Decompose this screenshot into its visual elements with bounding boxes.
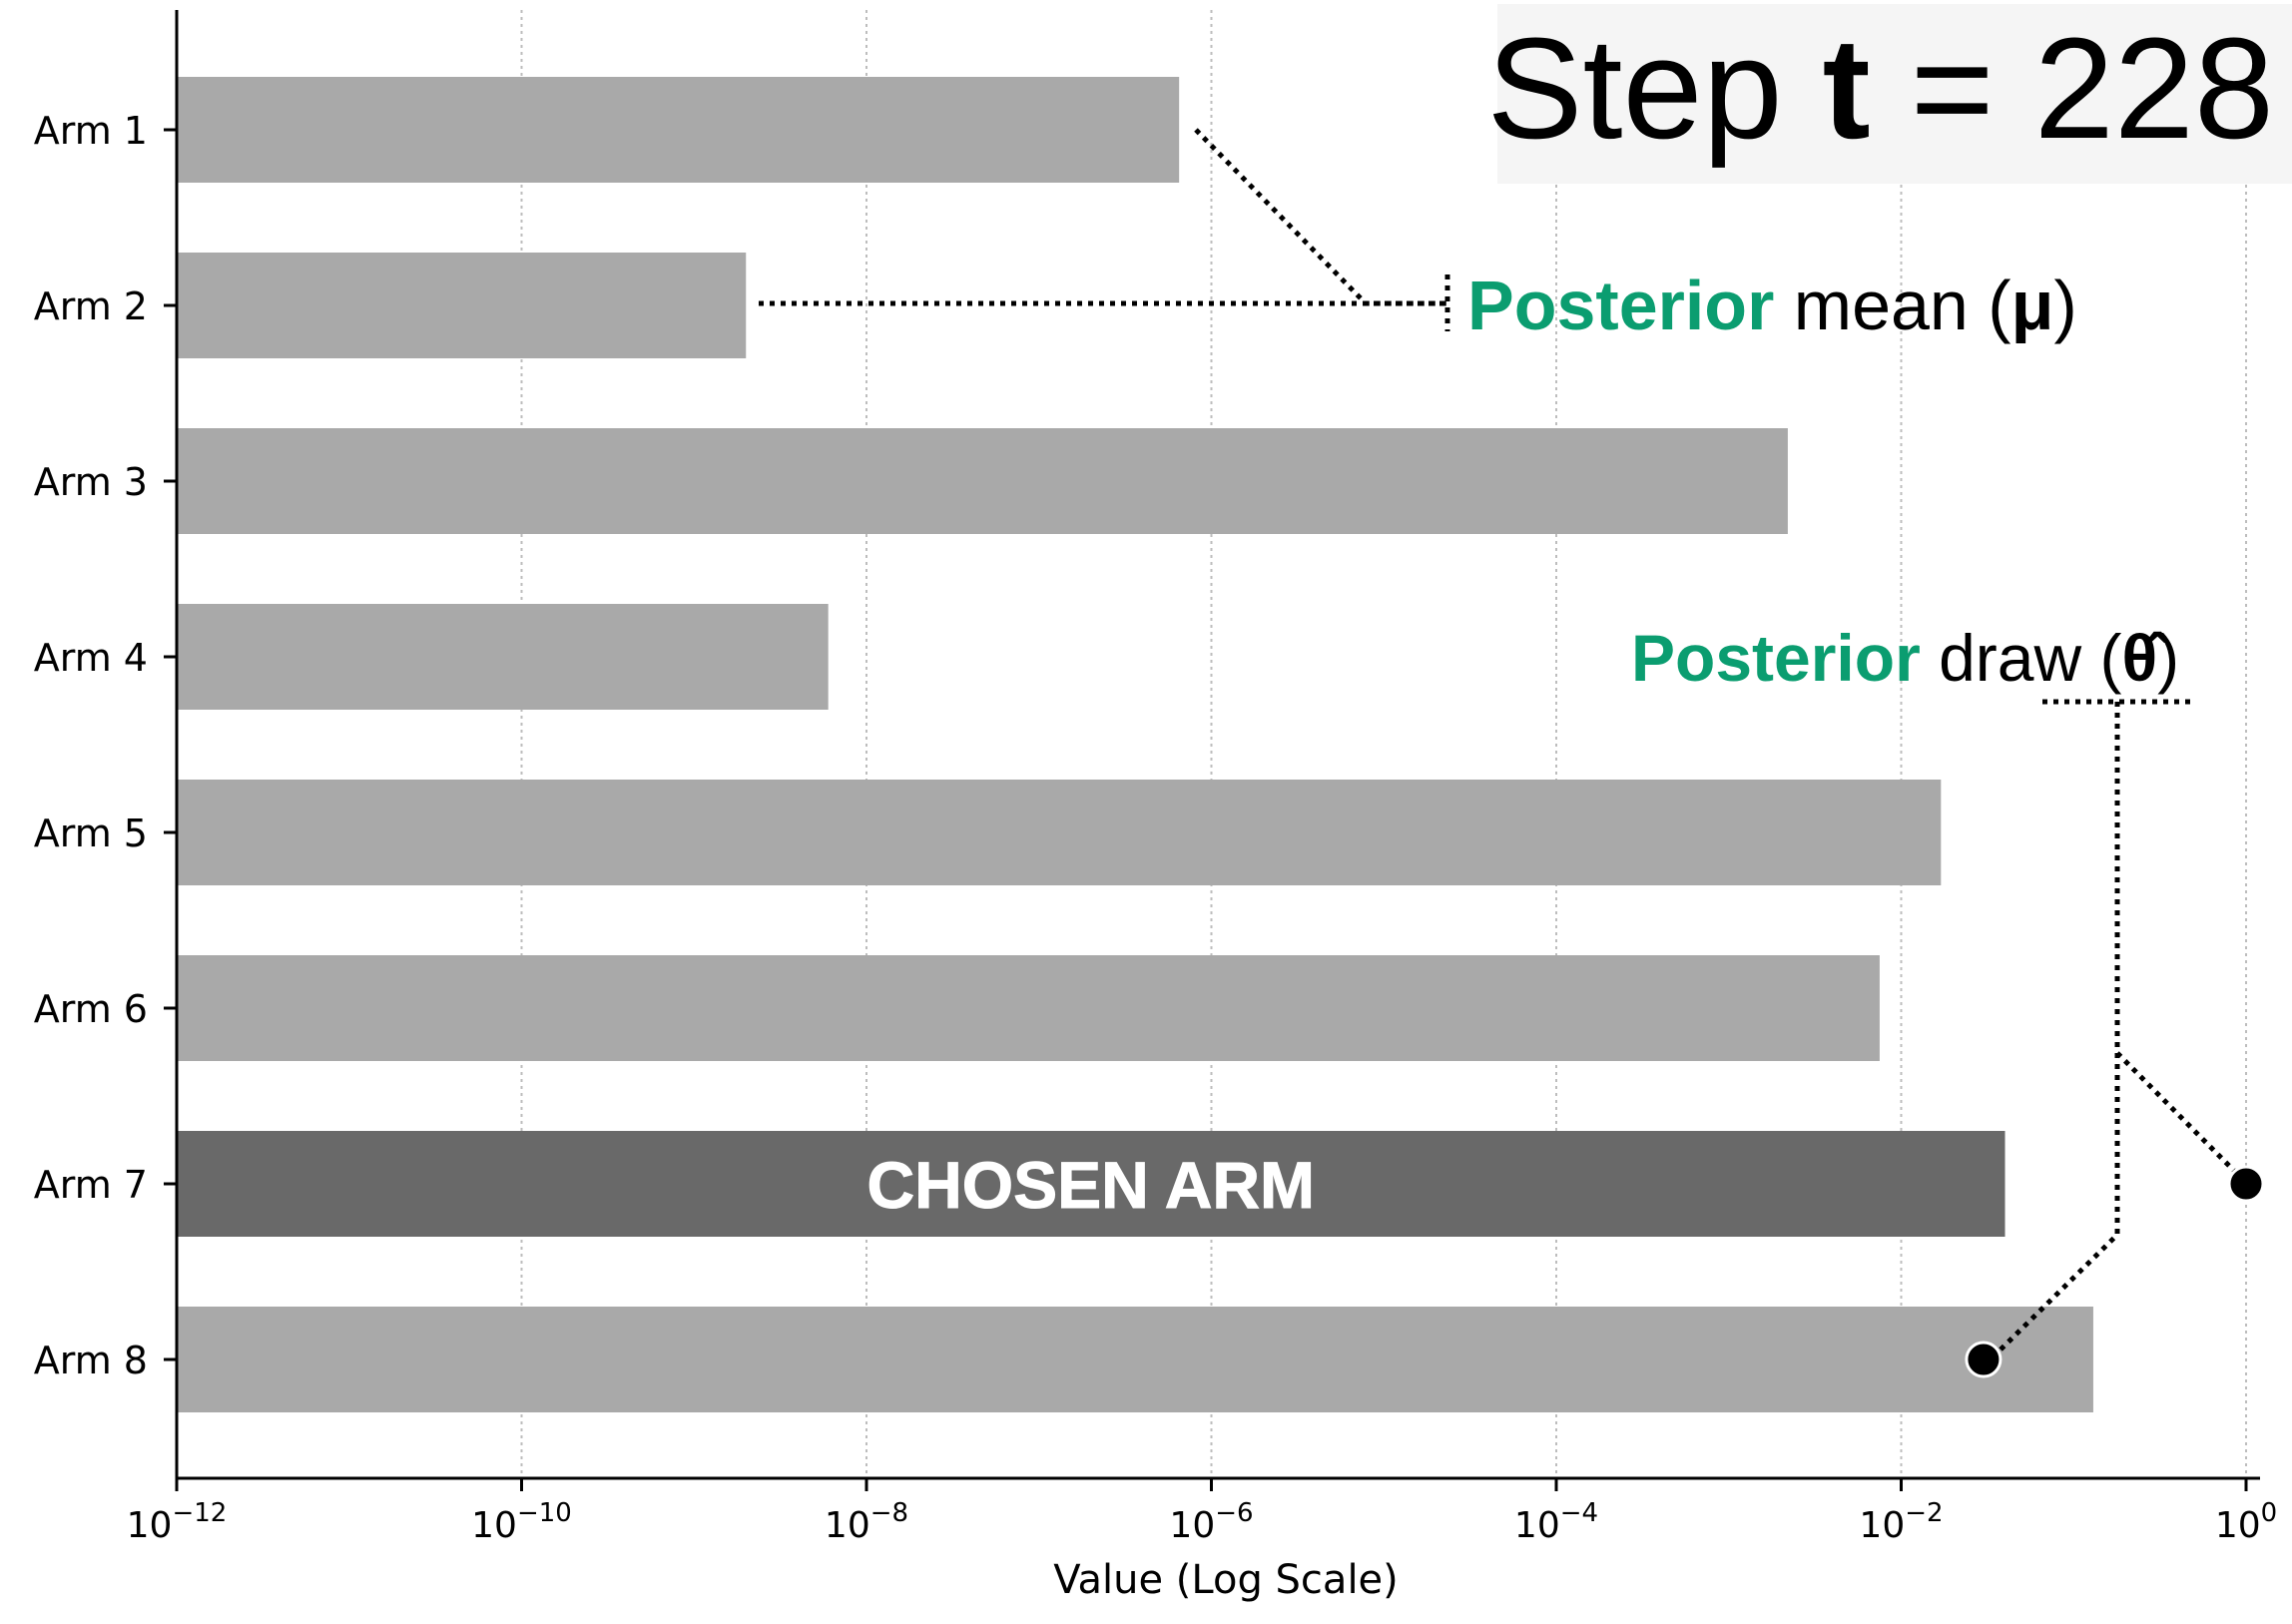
- mean-label-text: mean (: [1774, 267, 2010, 344]
- x-tick-labels: 10−12 10−10 10−8 10−6 10−4 10−2 100: [127, 1478, 2277, 1546]
- draw-leader-arm8: [1993, 1053, 2120, 1357]
- grid-lines: [520, 10, 2247, 1478]
- x-tick-exponent: −8: [870, 1498, 908, 1528]
- bar-arm-6: [177, 955, 1880, 1061]
- x-tick-base: 10: [1859, 1505, 1905, 1546]
- posterior-mean-annotation: Posterior mean (μ): [759, 128, 2077, 344]
- x-tick-exponent: −10: [517, 1498, 572, 1528]
- posterior-draw-point: [2227, 1165, 2265, 1203]
- x-tick-label: 10−8: [825, 1498, 908, 1546]
- step-indicator: Step t = 228: [1486, 4, 2292, 184]
- x-tick-label: 10−4: [1514, 1498, 1598, 1546]
- bar-chosen-arm: [177, 1131, 2006, 1237]
- step-value: = 228: [1871, 8, 2274, 169]
- step-text: Step t = 228: [1486, 8, 2274, 169]
- x-tick-base: 10: [471, 1505, 517, 1546]
- mean-label-accent: Posterior: [1467, 267, 1774, 344]
- y-tick-label: Arm 5: [34, 812, 148, 855]
- x-tick-exponent: −12: [172, 1498, 227, 1528]
- bar-arm-2: [177, 253, 747, 358]
- posterior-draw-annotation: Posterior draw (θ̂): [1631, 621, 2248, 1357]
- y-tick-label: Arm 8: [34, 1339, 148, 1382]
- mean-leader-arm1: [1194, 128, 1447, 306]
- mean-label-symbol: μ: [2011, 267, 2054, 344]
- draw-label-close: ): [2157, 621, 2179, 695]
- draw-leader-arm7: [2114, 702, 2248, 1185]
- x-tick-label: 100: [2215, 1498, 2277, 1546]
- draw-label-text: draw (: [1921, 621, 2122, 695]
- y-tick-label: Arm 6: [34, 987, 148, 1031]
- y-tick-labels: Arm 1 Arm 2 Arm 3 Arm 4 Arm 5 Arm 6 Arm 7 Arm 8: [34, 109, 177, 1382]
- x-tick-base: 10: [127, 1505, 173, 1546]
- bar-arm-1: [177, 77, 1180, 183]
- x-tick-label: 10−10: [471, 1498, 572, 1546]
- mean-label: Posterior mean (μ): [1467, 267, 2077, 344]
- x-tick-base: 10: [825, 1505, 870, 1546]
- x-tick-base: 10: [1514, 1505, 1560, 1546]
- bar-arm-4: [177, 604, 829, 710]
- y-tick-label: Arm 3: [34, 460, 148, 504]
- x-tick-label: 10−2: [1859, 1498, 1943, 1546]
- bars: CHOSEN ARM: [177, 77, 2093, 1412]
- step-prefix: Step: [1486, 8, 1822, 169]
- y-tick-label: Arm 1: [34, 109, 148, 153]
- bar-arm-3: [177, 428, 1788, 534]
- x-tick-exponent: −2: [1905, 1498, 1943, 1528]
- x-tick-label: 10−12: [127, 1498, 228, 1546]
- x-tick-base: 10: [1169, 1505, 1215, 1546]
- x-tick-label: 10−6: [1169, 1498, 1253, 1546]
- step-var: t: [1823, 8, 1871, 169]
- y-tick-label: Arm 7: [34, 1163, 148, 1207]
- draw-points: [1965, 1165, 2265, 1378]
- draw-label: Posterior draw (θ̂): [1631, 621, 2179, 695]
- x-tick-exponent: 0: [2261, 1498, 2278, 1528]
- bar-arm-8: [177, 1307, 2093, 1412]
- y-tick-label: Arm 2: [34, 284, 148, 328]
- x-tick-exponent: −6: [1215, 1498, 1253, 1528]
- x-tick-base: 10: [2215, 1505, 2261, 1546]
- y-tick-label: Arm 4: [34, 636, 148, 680]
- x-tick-exponent: −4: [1560, 1498, 1598, 1528]
- bar-arm-5: [177, 780, 1942, 885]
- mean-label-close: ): [2053, 267, 2076, 344]
- posterior-draw-point: [1965, 1341, 2003, 1378]
- draw-label-accent: Posterior: [1631, 621, 1921, 695]
- step-box: [1497, 4, 2292, 184]
- chosen-arm-label: CHOSEN ARM: [866, 1148, 1315, 1222]
- x-axis-label: Value (Log Scale): [1053, 1557, 1399, 1603]
